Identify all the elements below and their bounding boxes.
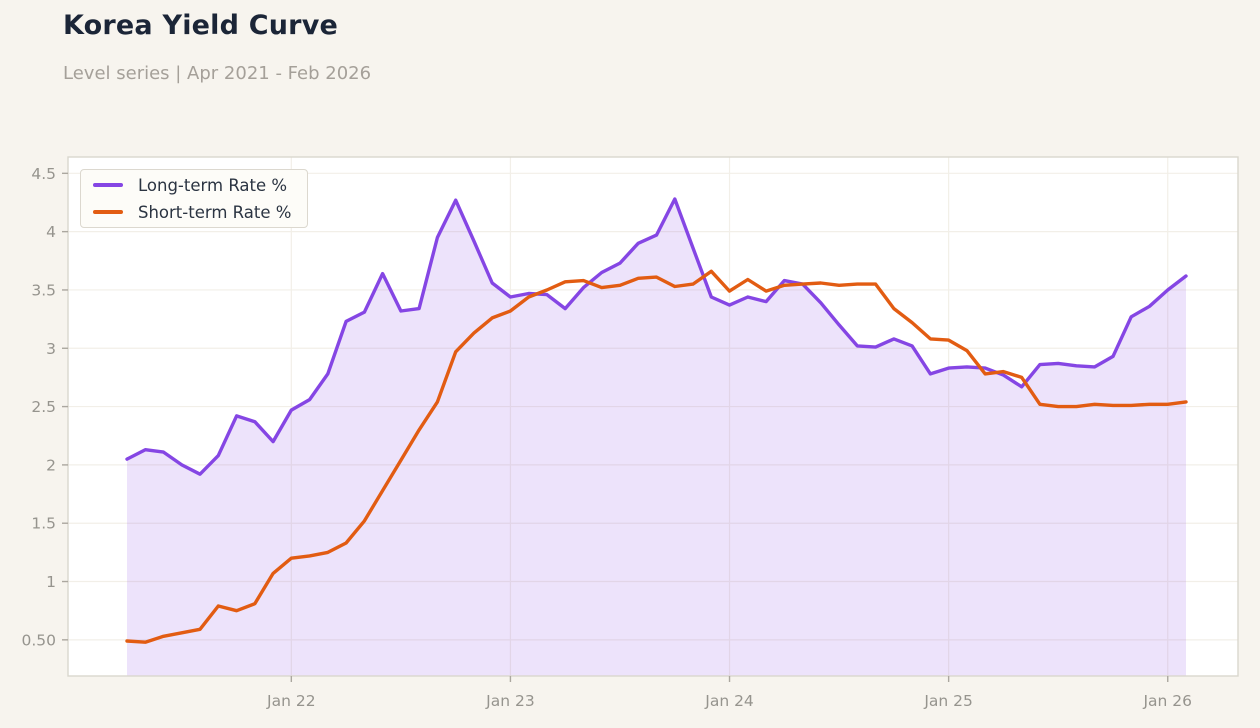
y-tick-label: 1.5: [31, 515, 56, 533]
chart-legend: Long-term Rate % Short-term Rate %: [80, 169, 308, 228]
plot-border: [67, 156, 1239, 677]
short-term-swatch-icon: [93, 210, 123, 214]
page-subtitle: Level series | Apr 2021 - Feb 2026: [63, 63, 372, 84]
legend-label: Long-term Rate %: [138, 175, 288, 195]
long-term-rate-line: [125, 197, 1188, 476]
x-tick-label: Jan 25: [923, 692, 973, 710]
y-tick-label: 4: [46, 223, 56, 241]
legend-item-long-term: Long-term Rate %: [93, 174, 307, 196]
y-tick-label: 3: [46, 340, 56, 358]
legend-label: Short-term Rate %: [138, 202, 292, 222]
long-term-swatch-icon: [93, 183, 123, 187]
y-tick-label: 1: [46, 573, 56, 591]
y-tick-label: 3.5: [31, 281, 56, 299]
x-tick-label: Jan 22: [266, 692, 316, 710]
short-term-rate-line: [125, 269, 1188, 644]
x-tick-label: Jan 23: [485, 692, 535, 710]
y-tick-label: 0.50: [21, 631, 56, 649]
page-title: Korea Yield Curve: [63, 10, 339, 41]
y-tick-label: 2.5: [31, 398, 56, 416]
legend-item-short-term: Short-term Rate %: [93, 201, 307, 223]
chart-header: Korea Yield Curve Level series | Apr 202…: [63, 10, 371, 84]
x-tick-label: Jan 26: [1142, 692, 1192, 710]
y-tick-label: 2: [46, 456, 56, 474]
x-tick-label: Jan 24: [704, 692, 754, 710]
long-term-area-fill: [127, 199, 1186, 676]
y-tick-label: 4.5: [31, 165, 56, 183]
